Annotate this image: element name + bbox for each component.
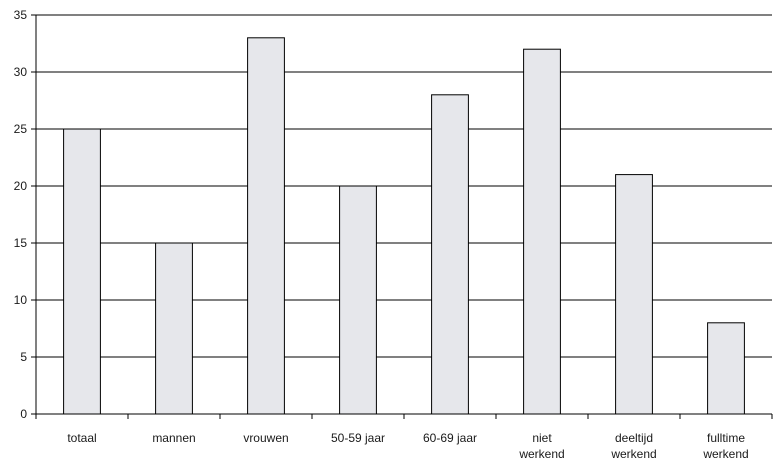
bar-4 [431, 94, 469, 415]
x-category-label: 50-59 jaar [331, 431, 385, 445]
y-tick-label: 35 [14, 8, 28, 22]
x-category-label: werkend [702, 447, 748, 461]
bar-3 [339, 185, 377, 415]
x-category-label: mannen [152, 431, 195, 445]
bar-7 [707, 322, 745, 415]
y-tick-label: 25 [14, 122, 28, 136]
y-tick-label: 0 [20, 407, 27, 421]
bar-1 [155, 242, 193, 415]
y-tick-label: 20 [14, 179, 28, 193]
bar-2 [247, 37, 285, 415]
x-category-labels: totaal mannen vrouwen 50-59 jaar 60-69 jaar n… [67, 431, 748, 461]
x-category-label: 60-69 jaar [423, 431, 477, 445]
x-category-label: fulltime [707, 431, 745, 445]
bar-6 [615, 174, 653, 415]
y-tick-label: 15 [14, 236, 28, 250]
x-category-label: totaal [67, 431, 96, 445]
x-category-label: vrouwen [243, 431, 288, 445]
y-tick-label: 10 [14, 293, 28, 307]
gridlines [36, 14, 772, 358]
y-tick-label: 5 [20, 350, 27, 364]
x-category-label: deeltijd [615, 431, 653, 445]
x-category-label: werkend [518, 447, 564, 461]
bar-5 [523, 48, 561, 415]
y-tick-label: 30 [14, 65, 28, 79]
x-category-label: niet [532, 431, 552, 445]
bar-0 [63, 128, 101, 415]
y-tick-labels: 0 5 10 15 20 25 30 35 [14, 8, 28, 421]
axes [31, 14, 773, 419]
bars [63, 37, 745, 415]
x-category-label: werkend [610, 447, 656, 461]
